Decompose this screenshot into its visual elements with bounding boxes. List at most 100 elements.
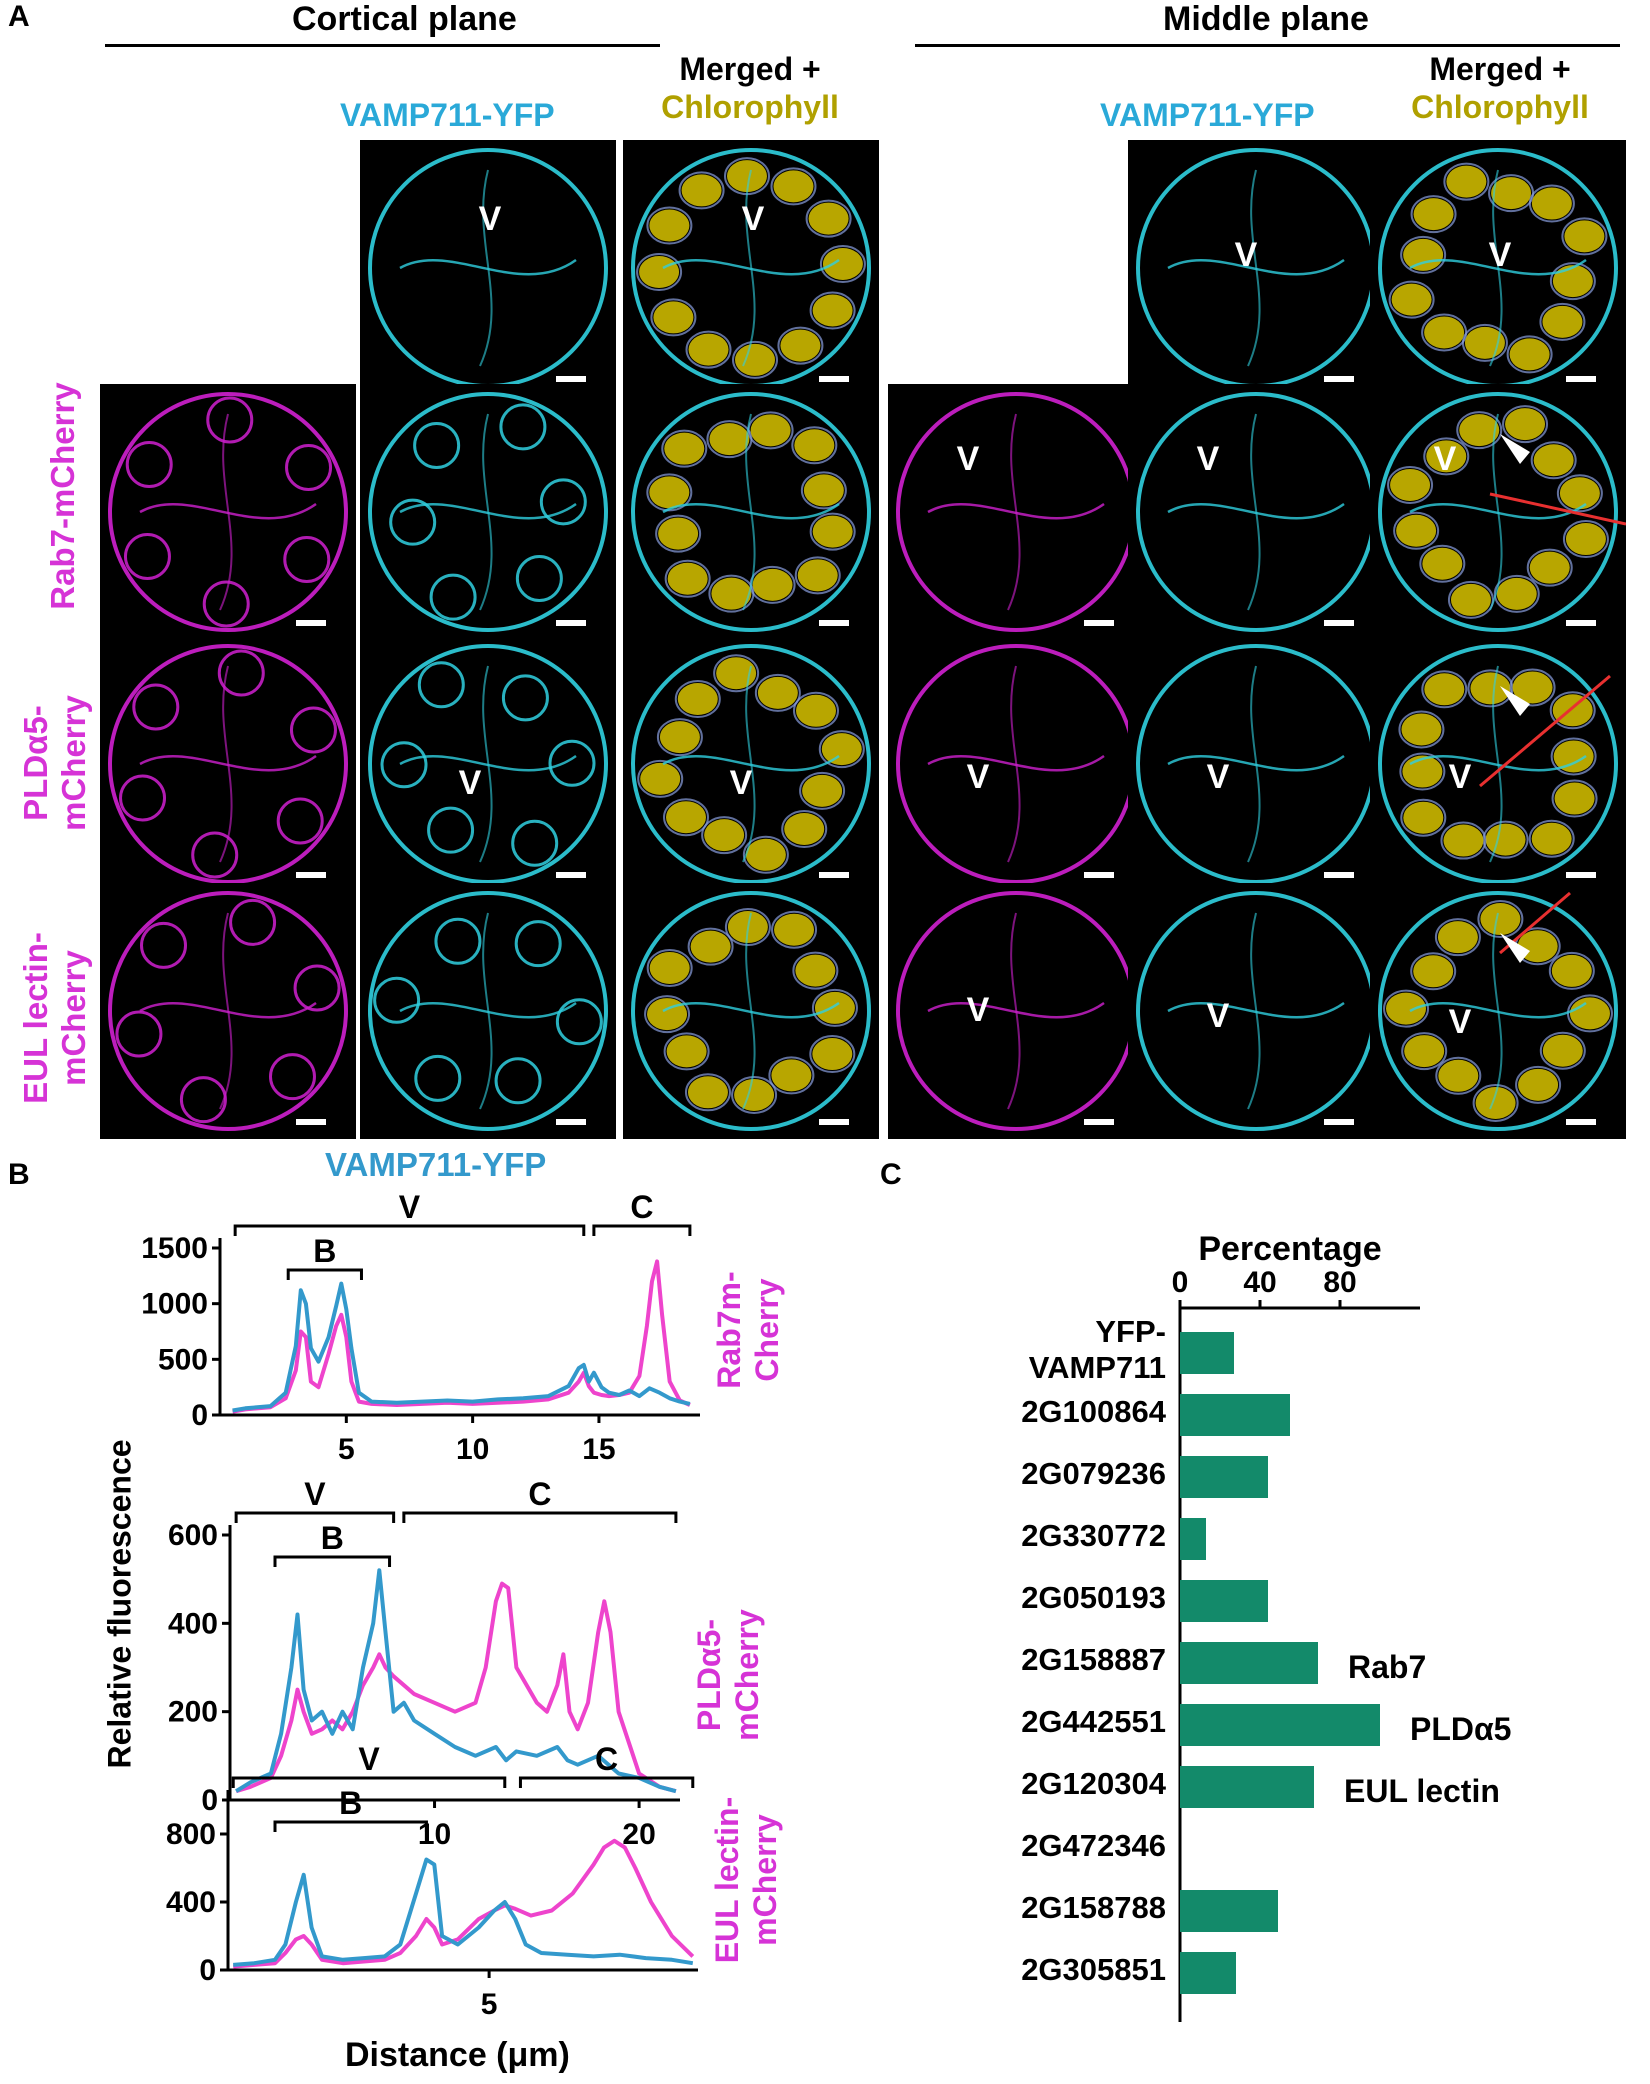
chloroplast-rim <box>1410 952 1457 991</box>
vacuole-label: V <box>1207 758 1230 796</box>
chloroplast <box>1422 547 1463 580</box>
organelle-outline <box>202 580 250 628</box>
chloroplast <box>1518 1068 1559 1101</box>
chloroplast-rim <box>792 691 839 730</box>
bracket-label: B <box>339 1785 362 1821</box>
chloroplast-rim <box>1530 441 1577 480</box>
strand <box>1247 665 1261 863</box>
chloroplast-rim <box>1423 437 1470 476</box>
chloroplast-rim <box>1410 195 1457 234</box>
col-title-merged-line2: Chlorophyll <box>661 89 839 125</box>
chloroplast <box>814 991 855 1024</box>
x-tick-label: 5 <box>338 1433 355 1466</box>
chloroplast-rim <box>754 673 801 712</box>
chloroplast-rim <box>646 948 693 987</box>
micrograph-mch-r1-c0 <box>100 384 356 640</box>
strand <box>1489 413 1503 611</box>
cell-outline <box>108 392 348 632</box>
scale-bar <box>819 376 849 382</box>
category-label: 2G050193 <box>1021 1580 1166 1615</box>
scale-bar <box>819 620 849 626</box>
bracket-c <box>592 1224 692 1236</box>
category-label: 2G100864 <box>1021 1394 1167 1429</box>
section-rule-middle <box>915 44 1620 47</box>
chloroplast-rim <box>663 1032 710 1071</box>
chloroplast-rim <box>1526 548 1573 587</box>
scale-bar <box>296 872 326 878</box>
bar <box>1180 1642 1318 1684</box>
chloroplast <box>1450 583 1491 616</box>
strand <box>1247 413 1261 611</box>
chloroplast-rim <box>1549 691 1596 730</box>
chloroplast <box>1424 673 1465 706</box>
chloroplast <box>658 517 699 550</box>
chloroplast-rim <box>637 759 684 798</box>
chloroplast-rim <box>655 514 702 553</box>
chloroplast <box>659 721 700 754</box>
bracket-v <box>231 1776 507 1788</box>
chloroplast <box>1533 444 1574 477</box>
organelle-outline <box>289 706 337 754</box>
chloroplast-rim <box>1421 670 1468 709</box>
chloroplast-rim <box>1562 520 1609 559</box>
chloroplast <box>808 202 849 235</box>
strand <box>742 169 756 367</box>
micrograph-merged-r3-c2 <box>623 883 879 1139</box>
chloroplast-rim <box>687 927 734 966</box>
strand <box>927 502 1105 520</box>
bracket-label: C <box>630 1189 653 1225</box>
chloroplast <box>1396 514 1437 547</box>
chloroplast <box>667 562 708 595</box>
side-label: mCherry <box>729 1609 765 1741</box>
section-rule-cortical <box>105 44 660 47</box>
chloroplast-rim <box>1515 1065 1562 1104</box>
chloroplast-rim <box>1399 752 1446 791</box>
arrowhead-marker <box>1500 933 1530 963</box>
chloroplast <box>1413 198 1454 231</box>
organelle-outline <box>293 964 341 1012</box>
series-mcherry <box>233 1838 695 1969</box>
organelle-outline <box>427 806 475 854</box>
chloroplast-rim <box>1447 580 1494 619</box>
vacuole-label: V <box>1207 997 1230 1035</box>
bracket-b <box>273 1820 428 1832</box>
strand <box>1167 754 1345 772</box>
strand <box>1247 912 1261 1110</box>
bar <box>1180 1394 1290 1436</box>
chloroplast-rim <box>809 1035 856 1074</box>
x-tick-label: 80 <box>1323 1266 1356 1299</box>
y-tick-label: 800 <box>166 1818 216 1851</box>
y-tick-label: 0 <box>199 1954 216 1987</box>
chloroplast-rim <box>1556 474 1603 513</box>
vacuole-label: V <box>1434 440 1457 478</box>
chloroplast <box>1531 187 1572 220</box>
chloroplast-rim <box>1400 235 1447 274</box>
strand <box>1489 665 1503 863</box>
scale-bar <box>556 620 586 626</box>
chloroplast-rim <box>771 910 818 949</box>
chloroplast <box>666 1035 707 1068</box>
vacuole-label: V <box>730 764 753 802</box>
strand <box>399 1001 577 1019</box>
scale-bar <box>1566 1119 1596 1125</box>
side-label: mCherry <box>747 1814 783 1946</box>
cell-outline <box>1378 392 1618 632</box>
chloroplast <box>794 429 835 462</box>
y-tick-label: 0 <box>201 1784 218 1817</box>
chloroplast <box>726 160 767 193</box>
chloroplast <box>1564 220 1605 253</box>
bar <box>1180 1518 1206 1560</box>
cell-outline <box>368 891 608 1131</box>
organelle-outline <box>499 403 547 451</box>
chloroplast-rim <box>724 908 771 947</box>
chloroplast-rim <box>1528 819 1575 858</box>
strand <box>139 754 317 772</box>
strand <box>1409 502 1587 520</box>
chloroplast-rim <box>768 1056 815 1095</box>
category-label: 2G158887 <box>1021 1642 1166 1677</box>
chloroplast-rim <box>708 574 755 613</box>
chloroplast <box>649 476 690 509</box>
panel-c-bar-chart: Percentage 0 40 80 YFP-VAMP711 2G100864 2G0792… <box>1021 1230 1511 2022</box>
